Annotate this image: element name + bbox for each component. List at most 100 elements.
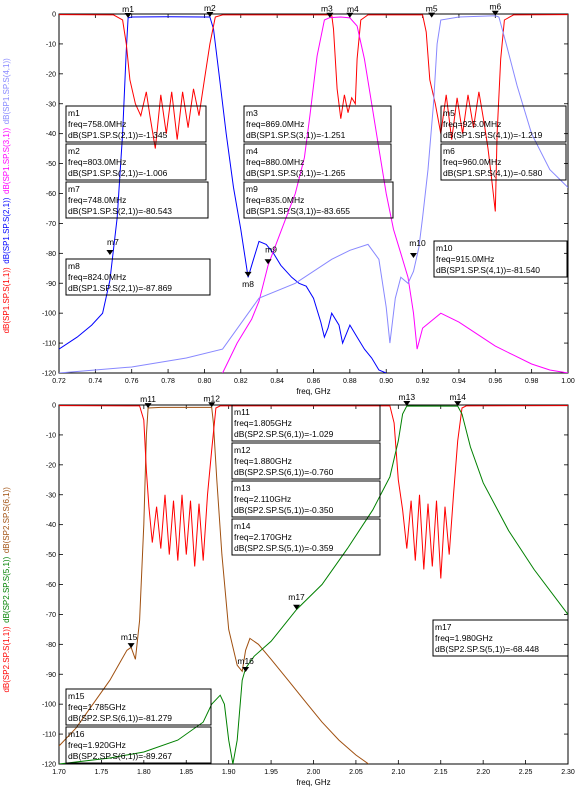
readout-line: m2 (68, 146, 80, 156)
y-tick-label: -30 (46, 101, 56, 108)
marker-label: m10 (409, 238, 426, 248)
readout-line: dB(SP2.SP.S(6,1))=-81.279 (68, 713, 172, 723)
marker-label: m14 (449, 392, 466, 402)
marker-readout: m17freq=1.980GHzdB(SP2.SP.S(5,1))=-68.44… (432, 619, 569, 657)
readout-line: dB(SP2.SP.S(6,1))=-0.760 (234, 467, 334, 477)
readout-line: m16 (68, 729, 85, 739)
x-tick-label: 1.85 (179, 769, 193, 776)
x-tick-label: 0.96 (488, 378, 502, 385)
readout-box (231, 518, 381, 556)
x-tick-label: 1.00 (561, 378, 575, 385)
readout-line: m1 (68, 108, 80, 118)
y-tick-label: -100 (42, 702, 56, 709)
readout-box (243, 105, 392, 143)
x-tick-label: 0.72 (52, 378, 66, 385)
readout-box (440, 143, 567, 181)
x-tick-label: 1.70 (52, 769, 66, 776)
readout-box (65, 726, 212, 764)
marker-label: m8 (242, 279, 254, 289)
chart-panel-1: 0 -10 -20 -30 -40 -50 -60 -70 -80 -90 -100 -110 -120… (2, 2, 575, 396)
x-tick-label: 0.76 (125, 378, 139, 385)
marker-triangle (346, 12, 354, 18)
readout-line: freq=2.170GHz (234, 532, 292, 542)
y-tick-label: -10 (46, 432, 56, 439)
readout-line: dB(SP1.SP.S(3,1))=-83.655 (246, 206, 350, 216)
readout-box (231, 442, 381, 480)
series-line (59, 405, 568, 579)
readout-line: dB(SP1.SP.S(3,1))=-1.265 (246, 168, 346, 178)
y-tick-label: -120 (42, 371, 56, 378)
marker-readout: m16freq=1.920GHzdB(SP2.SP.S(6,1))=-89.26… (65, 726, 212, 764)
readout-line: m13 (234, 483, 251, 493)
y-axis-label: dB(SP2.SP.S(6,1)) (2, 487, 11, 553)
readout-line: dB(SP1.SP.S(4,1))=-0.580 (443, 168, 543, 178)
x-tick-label: 1.75 (95, 769, 109, 776)
readout-line: freq=1.805GHz (234, 418, 292, 428)
readout-line: dB(SP2.SP.S(5,1))=-0.350 (234, 505, 334, 515)
readout-box (231, 480, 381, 518)
x-tick-label: 0.86 (307, 378, 321, 385)
marker-triangle (124, 13, 132, 19)
x-tick-label: 0.78 (161, 378, 175, 385)
readout-line: freq=869.0MHz (246, 119, 304, 129)
x-tick-label: 0.84 (270, 378, 284, 385)
y-tick-label: -70 (46, 612, 56, 619)
marker-label: m15 (121, 632, 138, 642)
marker-label: m16 (237, 656, 254, 666)
y-tick-label: -50 (46, 161, 56, 168)
y-tick-label: -110 (43, 732, 57, 739)
y-tick-label: -120 (42, 762, 56, 769)
marker-label: m5 (426, 4, 438, 14)
readout-line: freq=915.0MHz (436, 254, 494, 264)
y-tick-label: -110 (43, 341, 57, 348)
y-axis-label: dB(SP2.SP.S(1,1)) (2, 626, 11, 692)
readout-box (65, 105, 207, 143)
readout-box (440, 105, 567, 143)
marker-triangle (208, 402, 216, 408)
x-tick-label: 0.94 (452, 378, 466, 385)
y-tick-label: -90 (46, 281, 56, 288)
y-tick-label: -50 (46, 552, 56, 559)
readout-line: m14 (234, 521, 251, 531)
marker-triangle (491, 10, 499, 16)
marker-triangle (106, 249, 114, 255)
readout-line: dB(SP1.SP.S(2,1))=-87.869 (68, 283, 172, 293)
y-axis-label: dB(SP2.SP.S(5,1)) (2, 556, 11, 622)
marker-triangle (127, 643, 135, 649)
marker-label: m4 (347, 4, 359, 14)
readout-line: m4 (246, 146, 258, 156)
x-tick-label: 2.10 (392, 769, 406, 776)
readout-line: freq=803.0MHz (68, 157, 126, 167)
series-line (59, 14, 568, 212)
readout-line: dB(SP1.SP.S(3,1))=-1.251 (246, 130, 346, 140)
readout-box (433, 240, 568, 278)
readout-line: freq=2.110GHz (234, 494, 291, 504)
marker-label: m9 (265, 244, 277, 254)
plot-area (58, 404, 569, 765)
y-tick-label: -80 (46, 642, 56, 649)
readout-line: dB(SP2.SP.S(6,1))=-1.029 (234, 429, 334, 439)
marker-label: m12 (203, 393, 220, 403)
readout-line: m17 (435, 622, 452, 632)
series-line (59, 15, 568, 373)
marker-label: m17 (288, 592, 305, 602)
readout-line: freq=824.0MHz (68, 272, 126, 282)
readout-box (432, 619, 569, 657)
y-tick-label: -30 (46, 492, 56, 499)
x-tick-label: 0.82 (234, 378, 248, 385)
x-tick-label: 2.00 (307, 769, 321, 776)
readout-line: m10 (436, 243, 453, 253)
y-axis-label: dB(SP1.SP.S(4,1)) (2, 58, 11, 124)
y-tick-label: -20 (46, 462, 56, 469)
readout-line: freq=925.0MHz (443, 119, 501, 129)
readout-box (65, 181, 209, 219)
marker-readout: m15freq=1.785GHzdB(SP2.SP.S(6,1))=-81.27… (65, 688, 212, 726)
series-line (59, 16, 387, 373)
marker-label: m13 (399, 392, 416, 402)
